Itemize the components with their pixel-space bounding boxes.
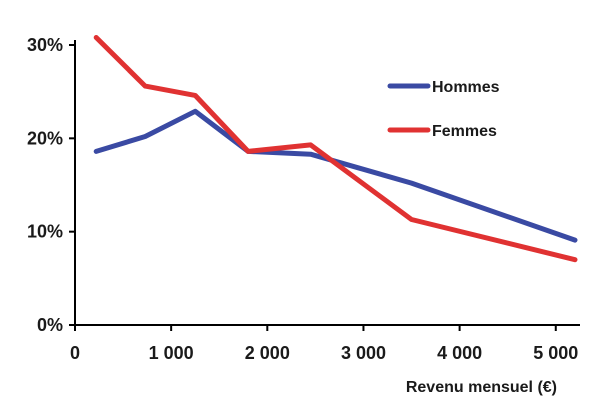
series-line-femmes [93,35,578,263]
legend: Hommes Femmes [387,79,500,140]
y-tick-label: 10% [27,222,63,242]
y-tick-label: 20% [27,128,63,148]
x-tick-label: 2 000 [245,343,290,363]
legend-label-hommes: Hommes [432,79,500,96]
x-tick-label: 0 [70,343,80,363]
x-tick-label: 4 000 [437,343,482,363]
legend-label-femmes: Femmes [432,123,497,140]
axes: 0% 10% 20% 30% 0 1 000 2 000 3 000 4 000 5 000 [27,35,580,363]
x-axis-title: Revenu mensuel (€) [406,379,557,396]
series-lines [93,35,578,263]
y-tick-label: 30% [27,35,63,55]
x-tick-label: 3 000 [341,343,386,363]
y-tick-label: 0% [37,315,63,335]
series-line-hommes [93,108,578,243]
x-tick-label: 1 000 [149,343,194,363]
x-tick-label: 5 000 [533,343,578,363]
